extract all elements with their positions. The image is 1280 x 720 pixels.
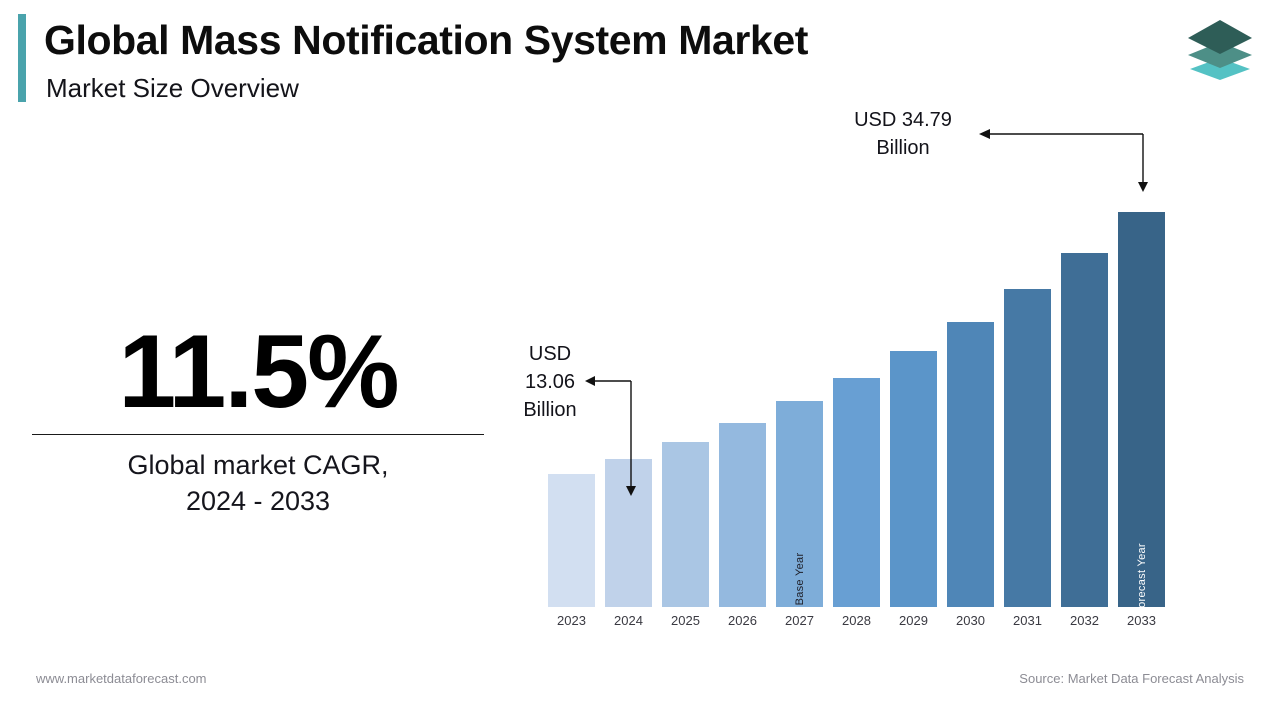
stacked-layers-logo xyxy=(1182,14,1258,84)
bar-2033: Forecast Year xyxy=(1118,212,1165,615)
cagr-value: 11.5% xyxy=(118,314,399,430)
x-axis-label-2026: 2026 xyxy=(728,613,757,628)
cagr-divider xyxy=(32,434,484,435)
cagr-caption: Global market CAGR, 2024 - 2033 xyxy=(32,447,484,519)
base-year-tag: Base Year xyxy=(793,552,806,606)
cagr-caption-line-2: 2024 - 2033 xyxy=(185,486,331,516)
cagr-caption-line-1: Global market CAGR, xyxy=(127,450,389,480)
bar-2030 xyxy=(947,322,994,607)
bar-2031 xyxy=(1004,289,1051,607)
x-axis-label-2029: 2029 xyxy=(899,613,928,628)
x-axis-label-2033: 2033 xyxy=(1127,613,1156,628)
bar-chart-plot-area: 2023 2024 2025 2026 Base Year 2027 2028 2029 203… xyxy=(548,120,1168,628)
page-title: Global Mass Notification System Market xyxy=(44,17,809,63)
cagr-block: 11.5% Global market CAGR, 2024 - 2033 xyxy=(32,316,484,519)
bar-2023 xyxy=(548,474,595,607)
header: Global Mass Notification System Market M… xyxy=(0,0,1280,120)
bar-2025 xyxy=(662,442,709,607)
bar-chart: 2023 2024 2025 2026 Base Year 2027 2028 2029 203… xyxy=(488,120,1188,650)
x-axis-label-2023: 2023 xyxy=(557,613,586,628)
x-axis-label-2025: 2025 xyxy=(671,613,700,628)
annotation-label-2033: USD 34.79 Billion xyxy=(854,109,952,159)
footer-source: Source: Market Data Forecast Analysis xyxy=(1019,671,1244,686)
stacked-layers-logo-icon xyxy=(1188,20,1252,80)
x-axis-label-2031: 2031 xyxy=(1013,613,1042,628)
page-subtitle: Market Size Overview xyxy=(46,73,299,103)
forecast-year-tag: Forecast Year xyxy=(1135,543,1148,615)
x-axis-label-2032: 2032 xyxy=(1070,613,1099,628)
bar-2027: Base Year xyxy=(776,401,823,607)
x-axis-label-2024: 2024 xyxy=(614,613,643,628)
bar-2032 xyxy=(1061,253,1108,607)
bar-2029 xyxy=(890,351,937,607)
x-axis-label-2027: 2027 xyxy=(785,613,814,628)
bar-2024 xyxy=(605,459,652,607)
annotation-label-2024: USD 13.06 Billion xyxy=(523,343,577,421)
footer-website[interactable]: www.marketdataforecast.com xyxy=(36,671,207,686)
title-accent-bar xyxy=(18,14,26,102)
bar-2026 xyxy=(719,423,766,607)
bar-2028 xyxy=(833,378,880,607)
x-axis-label-2030: 2030 xyxy=(956,613,985,628)
x-axis-label-2028: 2028 xyxy=(842,613,871,628)
